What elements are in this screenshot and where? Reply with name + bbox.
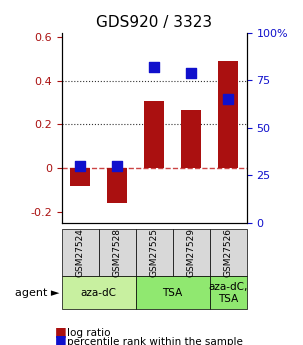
FancyBboxPatch shape [210,229,247,276]
FancyBboxPatch shape [210,276,247,309]
FancyBboxPatch shape [62,276,136,309]
FancyBboxPatch shape [173,229,210,276]
Bar [181,110,201,168]
Point [78,163,83,168]
Text: GSM27529: GSM27529 [187,228,196,277]
Text: ■: ■ [55,333,66,345]
Text: log ratio: log ratio [67,328,110,338]
Text: aza-dC,
TSA: aza-dC, TSA [208,282,248,304]
Point [226,96,231,102]
Text: GSM27528: GSM27528 [113,228,122,277]
Text: GSM27526: GSM27526 [224,228,233,277]
FancyBboxPatch shape [99,229,136,276]
Text: aza-dC: aza-dC [81,288,117,298]
Text: agent ►: agent ► [15,288,60,298]
Text: TSA: TSA [162,288,183,298]
Bar [218,61,238,168]
FancyBboxPatch shape [136,276,210,309]
Text: GSM27524: GSM27524 [76,228,85,277]
FancyBboxPatch shape [62,229,99,276]
Point [152,64,157,70]
Point [189,70,194,75]
Point [115,163,120,168]
Text: GSM27525: GSM27525 [150,228,159,277]
Bar [70,168,90,186]
FancyBboxPatch shape [136,229,173,276]
Bar [107,168,127,203]
Bar [144,101,164,168]
Text: ■: ■ [55,325,66,338]
Title: GDS920 / 3323: GDS920 / 3323 [96,15,212,30]
Text: percentile rank within the sample: percentile rank within the sample [67,337,242,345]
